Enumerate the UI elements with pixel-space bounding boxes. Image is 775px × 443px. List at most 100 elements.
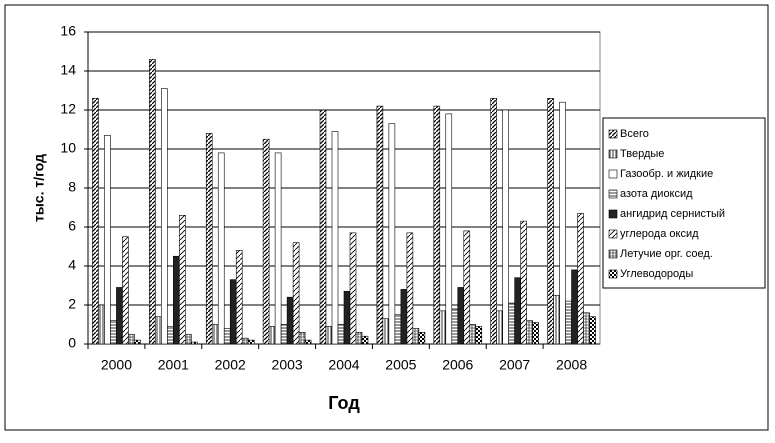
bar: [262, 138, 270, 345]
x-axis-title: Год: [328, 393, 360, 413]
bar: [571, 269, 578, 345]
bar: [553, 294, 560, 345]
bar: [445, 113, 453, 345]
bar: [508, 302, 515, 345]
bar: [412, 328, 420, 345]
legend-swatch: [608, 129, 618, 139]
bar: [134, 339, 141, 345]
bar: [520, 220, 527, 345]
bar: [292, 242, 300, 345]
bar: [116, 287, 123, 345]
x-tick-label: 2002: [215, 357, 246, 373]
bar: [211, 324, 219, 345]
bar: [149, 58, 156, 345]
legend-label: Углеводороды: [620, 268, 693, 280]
bar: [496, 310, 503, 345]
bar: [304, 339, 312, 345]
bar: [457, 287, 465, 345]
bar: [205, 133, 213, 345]
bar: [343, 291, 351, 345]
bar: [319, 109, 327, 345]
bar: [241, 337, 249, 345]
bar: [433, 105, 441, 345]
bar: [355, 331, 363, 345]
bar: [185, 333, 192, 345]
bar: [337, 324, 345, 345]
bar: [280, 324, 288, 345]
bar: [167, 326, 174, 345]
bar: [331, 131, 339, 345]
bar: [179, 215, 186, 345]
bar: [98, 304, 105, 345]
legend-label: Газообр. и жидкие: [620, 168, 713, 180]
bar: [223, 328, 231, 345]
bar: [490, 98, 497, 345]
x-tick-label: 2008: [556, 357, 587, 373]
legend-swatch: [608, 189, 618, 199]
bar: [104, 135, 111, 345]
bar: [229, 279, 237, 345]
y-tick-label: 6: [68, 218, 76, 234]
bar: [298, 331, 306, 345]
legend-swatch: [608, 209, 618, 219]
bar: [155, 316, 162, 345]
legend-swatch: [608, 269, 618, 279]
y-tick-label: 16: [60, 23, 76, 39]
legend-label: ангидрид сернистый: [620, 208, 725, 220]
bar: [532, 322, 539, 345]
bar: [274, 152, 282, 345]
bar: [349, 232, 357, 345]
bar: [286, 296, 294, 345]
y-tick-label: 12: [60, 101, 76, 117]
bar: [577, 213, 584, 345]
bar: [173, 255, 180, 345]
bar: [463, 230, 471, 345]
legend-label: Летучие орг. соед.: [620, 248, 713, 260]
legend-label: углерода оксид: [620, 228, 699, 240]
legend: [602, 117, 766, 289]
legend-label: Всего: [620, 128, 649, 140]
y-tick-label: 8: [68, 179, 76, 195]
bar: [475, 326, 483, 345]
legend-label: Твердые: [620, 148, 664, 160]
bar: [439, 310, 447, 345]
bar: [406, 232, 414, 345]
bar: [361, 335, 369, 345]
x-tick-label: 2007: [499, 357, 530, 373]
bar: [161, 88, 168, 345]
bar: [418, 331, 426, 345]
bar: [565, 300, 572, 345]
x-tick-label: 2004: [328, 357, 359, 373]
bar: [235, 250, 243, 345]
bar: [217, 152, 225, 345]
bar: [394, 314, 402, 345]
bar: [469, 324, 477, 345]
x-tick-label: 2003: [272, 357, 303, 373]
bar: [92, 98, 99, 345]
bar: [514, 277, 521, 345]
x-tick-label: 2001: [158, 357, 189, 373]
bar: [268, 326, 276, 345]
y-tick-label: 14: [60, 62, 76, 78]
legend-label: азота диоксид: [620, 188, 693, 200]
bar: [388, 123, 396, 345]
bar: [583, 312, 590, 345]
legend-swatch: [608, 229, 618, 239]
legend-swatch: [608, 249, 618, 259]
bar: [376, 105, 384, 345]
y-tick-label: 2: [68, 296, 76, 312]
bar: [247, 339, 255, 345]
bar: [128, 333, 135, 345]
bar: [400, 289, 408, 345]
bar: [526, 320, 533, 345]
bar: [589, 316, 596, 345]
y-tick-label: 0: [68, 335, 76, 351]
bar: [325, 326, 333, 345]
y-tick-label: 4: [68, 257, 76, 273]
bar: [382, 318, 390, 345]
legend-swatch: [608, 149, 618, 159]
x-tick-label: 2005: [385, 357, 416, 373]
bar: [451, 308, 459, 345]
bar: [191, 341, 198, 345]
